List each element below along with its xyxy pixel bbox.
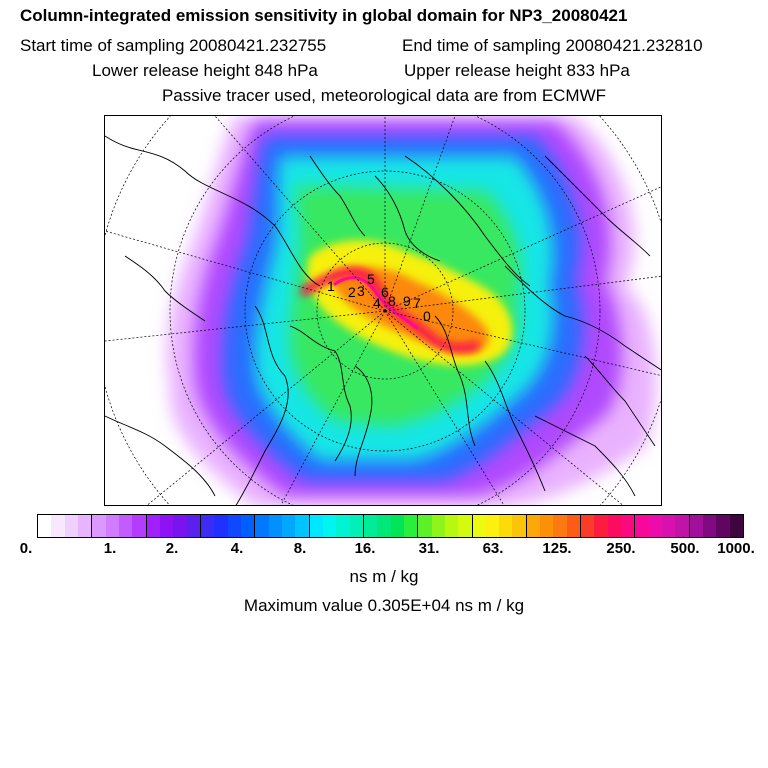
colorbar-cell [77,515,92,537]
release-label: 9 [403,293,411,309]
release-label: 3 [357,283,365,299]
colorbar-cell [525,515,541,537]
colorbar-cell [64,515,78,537]
colorbar-tick: 1000. [717,540,755,557]
colorbar-cell [159,515,174,537]
release-label: 6 [381,284,389,300]
release-label: 2 [348,284,356,300]
colorbar-cell [675,515,689,537]
colorbar-tick: 250. [606,540,636,557]
colorbar-cell [499,515,513,537]
colorbar-cell [254,515,269,537]
tracer-info: Passive tracer used, meteorological data… [161,86,607,105]
colorbar-tick: 4. [230,540,244,557]
colorbar-tick: 63. [482,540,504,557]
colorbar-cell [336,515,350,537]
lower-release-height: Lower release height 848 hPa [92,61,318,80]
sensitivity-map: 1 2 3 5 6 4 8 9 7 0 [104,115,662,506]
colorbar-cell [594,515,608,537]
field-layer-orange [330,266,489,353]
coastlines [105,135,661,505]
colorbar-cell [471,515,486,537]
maximum-value: Maximum value 0.305E+04 ns m / kg [243,596,525,615]
colorbar-cell [38,515,52,537]
release-label: 5 [367,271,375,287]
colorbar-cell [403,515,418,537]
colorbar-tick: 1. [103,540,117,557]
colorbar-cell [716,515,730,537]
colorbar-cell [621,515,635,537]
colorbar-cell [729,515,744,537]
colorbar-tick: 125. [542,540,572,557]
colorbar-cell [349,515,363,537]
colorbar-cell [580,515,595,537]
colorbar-cell [186,515,200,537]
colorbar-cell [281,515,296,537]
colorbar-cell [553,515,567,537]
colorbar-cell [512,515,526,537]
colorbar-cell [485,515,500,537]
colorbar-cell [214,515,228,537]
colorbar-cell [227,515,241,537]
colorbar-cell [240,515,255,537]
plot-title: Column-integrated emission sensitivity i… [20,6,628,25]
colorbar-tick: 2. [165,540,179,557]
colorbar-cell [145,515,160,537]
colorbar-cell [199,515,215,537]
colorbar-cell [703,515,717,537]
colorbar-cell [688,515,704,537]
colorbar-cell [105,515,119,537]
colorbar-units: ns m / kg [349,567,419,586]
colorbar-cell [540,515,554,537]
colorbar-cell [431,515,445,537]
colorbar-cell [648,515,663,537]
colorbar-ticks: 0. 1. 2. 4. 8. 16. 31. 63. 125. 250. 500… [0,540,768,560]
release-label: 7 [413,295,421,311]
release-label: 8 [388,293,396,309]
colorbar-cell [362,515,378,537]
upper-release-height: Upper release height 833 hPa [404,61,630,80]
colorbar-cell [390,515,404,537]
colorbar-cell [377,515,391,537]
colorbar-cell [118,515,133,537]
colorbar-cell [91,515,106,537]
colorbar-cell [132,515,146,537]
colorbar-cell [322,515,337,537]
sensitivity-field [166,116,657,505]
colorbar-cell [417,515,432,537]
colorbar-tick: 16. [354,540,376,557]
colorbar-cell [662,515,676,537]
release-labels: 1 2 3 5 6 4 8 9 7 0 [327,271,431,324]
release-label: 4 [373,295,381,311]
graticule [105,116,661,505]
colorbar-cell [634,515,649,537]
colorbar-cell [268,515,282,537]
colorbar-tick: 8. [293,540,307,557]
colorbar-cell [51,515,65,537]
colorbar-cell [308,515,323,537]
release-label: 0 [423,308,431,324]
map-canvas: 1 2 3 5 6 4 8 9 7 0 [105,116,661,505]
start-time-label: Start time of sampling 20080421.232755 [20,36,327,55]
colorbar-cell [444,515,459,537]
end-time-label: End time of sampling 20080421.232810 [402,36,703,55]
colorbar [37,514,744,538]
colorbar-tick: 31. [418,540,440,557]
colorbar-cell [173,515,187,537]
colorbar-cell [458,515,472,537]
release-label: 1 [327,278,335,294]
colorbar-cell [607,515,622,537]
colorbar-tick: 500. [670,540,700,557]
colorbar-cell [566,515,581,537]
colorbar-cell [295,515,309,537]
field-layer-magenta [333,276,419,330]
colorbar-tick: 0. [19,540,33,557]
